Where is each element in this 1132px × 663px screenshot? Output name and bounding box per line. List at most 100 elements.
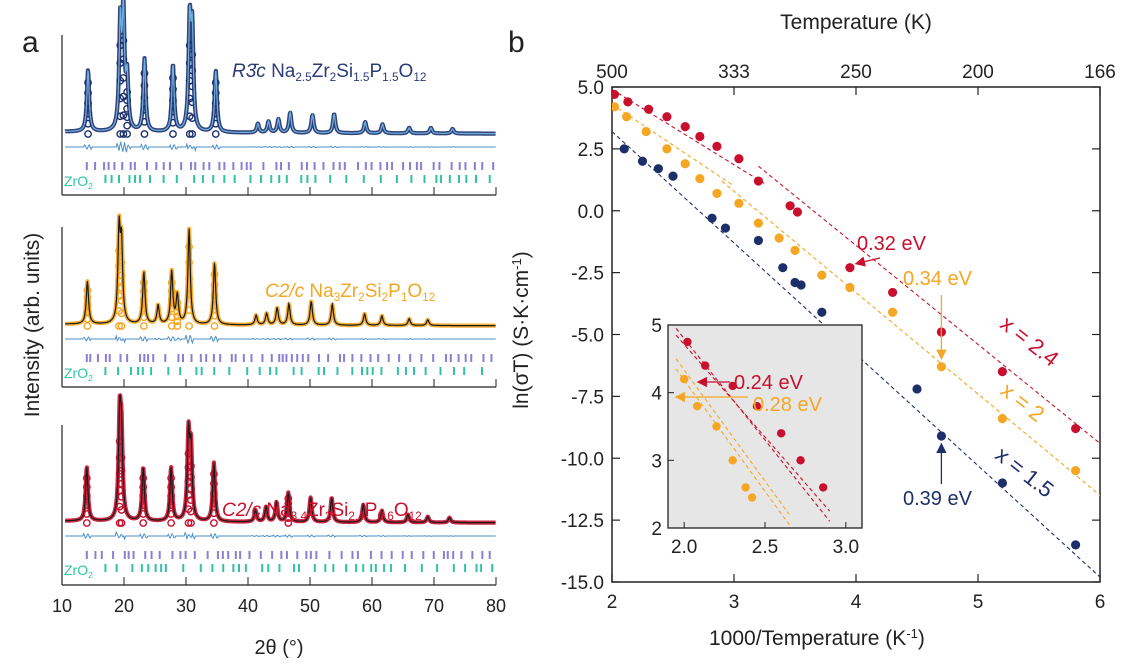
inset-series-0 bbox=[675, 328, 831, 522]
observed-point bbox=[167, 492, 176, 500]
x-axis-title: 2θ (°) bbox=[254, 637, 303, 659]
inset-data-point bbox=[712, 422, 721, 431]
top-tick-label: 200 bbox=[962, 62, 994, 83]
observed-point bbox=[210, 301, 219, 310]
difference-curve bbox=[65, 140, 496, 153]
superscript: -1 bbox=[509, 258, 524, 270]
observed-point bbox=[211, 99, 220, 108]
observed-point bbox=[117, 271, 126, 280]
y-tick-label: 5.0 bbox=[578, 78, 604, 99]
x-tick-label: 4 bbox=[851, 592, 862, 613]
inset-y-tick-label: 3 bbox=[651, 451, 662, 472]
observed-point bbox=[188, 130, 197, 138]
difference-curve bbox=[65, 530, 496, 541]
observed-point bbox=[139, 519, 148, 527]
fit-line bbox=[612, 103, 735, 187]
fit-line bbox=[721, 180, 1100, 496]
data-point bbox=[796, 280, 806, 290]
observed-point bbox=[123, 104, 132, 113]
observed-point bbox=[210, 322, 219, 330]
text-run: ) bbox=[918, 627, 925, 650]
bragg-ticks-zro2 bbox=[104, 367, 483, 375]
formula-label: R3̄c Na2.5Zr2Si1.5P1.5O12 bbox=[232, 61, 426, 84]
observed-point bbox=[284, 499, 293, 508]
formula-label: C2/c Na3.4Zr2Si2.4P0.6O12 bbox=[222, 500, 422, 523]
data-point bbox=[936, 362, 947, 372]
y-tick-label: -10.0 bbox=[561, 449, 604, 470]
inset-plot-area bbox=[675, 328, 831, 525]
observed-point bbox=[84, 109, 92, 118]
top-tick-label: 250 bbox=[840, 62, 872, 83]
inset-x-tick-label: 2.5 bbox=[752, 537, 778, 558]
observed-point bbox=[169, 130, 177, 138]
text-run: Zr bbox=[312, 61, 331, 82]
data-point bbox=[712, 141, 722, 151]
observed-point bbox=[169, 107, 177, 116]
text-run: P bbox=[388, 281, 401, 302]
data-point bbox=[753, 235, 764, 246]
observed-point bbox=[209, 489, 218, 498]
series-x-2-4 bbox=[612, 89, 1100, 444]
observed-point bbox=[84, 89, 92, 97]
observed-point bbox=[211, 89, 220, 97]
inset-x-tick-label: 3.0 bbox=[833, 537, 859, 558]
data-point bbox=[623, 97, 633, 107]
text-run: P bbox=[365, 500, 378, 521]
observed-point bbox=[140, 81, 149, 90]
observed-point bbox=[119, 36, 128, 45]
observed-point bbox=[187, 507, 195, 516]
data-point bbox=[653, 164, 663, 174]
observed-point bbox=[119, 130, 128, 138]
text-run: Si bbox=[336, 61, 353, 82]
data-point bbox=[612, 102, 620, 112]
observed-point bbox=[167, 313, 176, 322]
x-axis-title: 1000/Temperature (K-1) bbox=[709, 626, 925, 651]
observed-point bbox=[210, 291, 219, 300]
data-point bbox=[753, 176, 764, 186]
data-point bbox=[695, 173, 705, 184]
x-tick-label: 3 bbox=[729, 592, 740, 613]
observed-point bbox=[188, 66, 197, 75]
inset-activation-label-red: 0.24 eV bbox=[734, 372, 804, 394]
text-run: Si bbox=[365, 281, 382, 302]
observed-point bbox=[185, 322, 194, 330]
observed-point bbox=[211, 109, 220, 118]
observed-point bbox=[167, 519, 176, 527]
observed-point bbox=[209, 479, 218, 488]
inset-activation-label-orange: 0.28 eV bbox=[753, 394, 823, 416]
zro2-label: ZrO2 bbox=[64, 365, 93, 383]
text-run: Na bbox=[271, 61, 296, 82]
inset-y-tick-label: 4 bbox=[651, 384, 662, 405]
observed-point bbox=[185, 274, 194, 283]
data-point bbox=[707, 213, 717, 223]
data-point bbox=[720, 223, 731, 233]
observed-point bbox=[83, 307, 92, 316]
observed-point bbox=[187, 484, 195, 493]
x-tick-label: 2 bbox=[607, 592, 618, 613]
subscript: 2 bbox=[358, 291, 365, 304]
observed-point bbox=[117, 519, 126, 527]
text-run: Zr bbox=[307, 500, 326, 521]
observed-point bbox=[117, 506, 126, 514]
activation-label-x2: 0.34 eV bbox=[903, 268, 973, 290]
subscript: 1.5 bbox=[353, 71, 370, 84]
data-point bbox=[644, 104, 654, 114]
bragg-ticks-zro2 bbox=[104, 175, 491, 183]
x-tick-label: 40 bbox=[238, 596, 258, 616]
observed-point bbox=[82, 483, 91, 491]
text-run: Zr bbox=[340, 281, 359, 302]
data-point bbox=[790, 245, 800, 255]
data-point bbox=[1071, 540, 1081, 550]
subscript: 3 bbox=[334, 291, 341, 304]
inset-series-1 bbox=[675, 358, 790, 525]
observed-point bbox=[167, 322, 176, 330]
subscript: 2.4 bbox=[348, 510, 365, 523]
top-tick-label: 333 bbox=[718, 62, 750, 83]
observed-point bbox=[185, 258, 194, 267]
data-point bbox=[734, 154, 744, 164]
inset-data-point bbox=[776, 429, 786, 438]
bragg-ticks-main bbox=[85, 354, 493, 362]
observed-point bbox=[188, 98, 197, 107]
fit-line bbox=[64, 0, 496, 135]
data-point bbox=[912, 384, 922, 394]
